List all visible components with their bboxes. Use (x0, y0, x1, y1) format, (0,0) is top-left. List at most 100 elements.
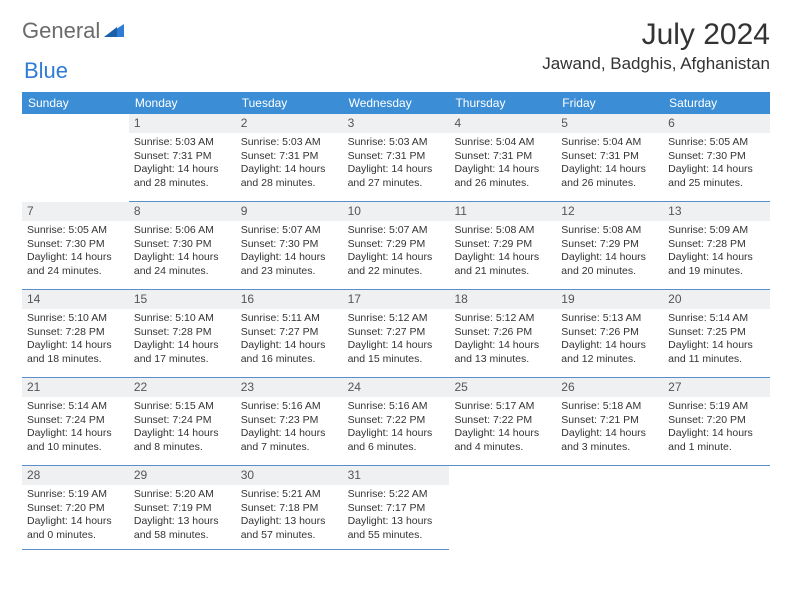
day-number: 8 (129, 202, 236, 221)
sunrise-text: Sunrise: 5:04 AM (561, 136, 658, 149)
sunrise-text: Sunrise: 5:08 AM (561, 224, 658, 237)
daylight-text: Daylight: 14 hours and 12 minutes. (561, 339, 658, 366)
daylight-text: Daylight: 13 hours and 58 minutes. (134, 515, 231, 542)
day-number: 9 (236, 202, 343, 221)
logo-text-general: General (22, 18, 100, 44)
day-number: 18 (449, 290, 556, 309)
day-cell: 30Sunrise: 5:21 AMSunset: 7:18 PMDayligh… (236, 466, 343, 550)
day-cell: 7Sunrise: 5:05 AMSunset: 7:30 PMDaylight… (22, 202, 129, 290)
sunrise-text: Sunrise: 5:03 AM (348, 136, 445, 149)
sunrise-text: Sunrise: 5:12 AM (348, 312, 445, 325)
day-number: 22 (129, 378, 236, 397)
sunrise-text: Sunrise: 5:19 AM (27, 488, 124, 501)
day-cell: 17Sunrise: 5:12 AMSunset: 7:27 PMDayligh… (343, 290, 450, 378)
sunset-text: Sunset: 7:26 PM (561, 326, 658, 339)
day-cell: 10Sunrise: 5:07 AMSunset: 7:29 PMDayligh… (343, 202, 450, 290)
day-cell: 5 Sunrise: 5:04 AMSunset: 7:31 PMDaylight… (556, 114, 663, 202)
day-cell: 18Sunrise: 5:12 AMSunset: 7:26 PMDayligh… (449, 290, 556, 378)
daylight-text: Daylight: 14 hours and 1 minute. (668, 427, 765, 454)
sunrise-text: Sunrise: 5:16 AM (348, 400, 445, 413)
day-number: 19 (556, 290, 663, 309)
sunset-text: Sunset: 7:31 PM (348, 150, 445, 163)
sunrise-text: Sunrise: 5:14 AM (668, 312, 765, 325)
day-cell: 14Sunrise: 5:10 AMSunset: 7:28 PMDayligh… (22, 290, 129, 378)
sunrise-text: Sunrise: 5:03 AM (241, 136, 338, 149)
sunset-text: Sunset: 7:29 PM (561, 238, 658, 251)
day-number: 13 (663, 202, 770, 221)
day-cell: 16Sunrise: 5:11 AMSunset: 7:27 PMDayligh… (236, 290, 343, 378)
day-cell: 23 Sunrise: 5:16 AMSunset: 7:23 PMDayligh… (236, 378, 343, 466)
day-number (22, 114, 129, 133)
day-number: 26 (556, 378, 663, 397)
week-row: 28Sunrise: 5:19 AMSunset: 7:20 PMDayligh… (22, 466, 770, 550)
sunrise-text: Sunrise: 5:07 AM (348, 224, 445, 237)
day-cell: 19Sunrise: 5:13 AMSunset: 7:26 PMDayligh… (556, 290, 663, 378)
week-row: 7Sunrise: 5:05 AMSunset: 7:30 PMDaylight… (22, 202, 770, 290)
day-number: 4 (449, 114, 556, 133)
daylight-text: Daylight: 13 hours and 55 minutes. (348, 515, 445, 542)
sunset-text: Sunset: 7:31 PM (561, 150, 658, 163)
sunrise-text: Sunrise: 5:18 AM (561, 400, 658, 413)
day-number: 23 (236, 378, 343, 397)
day-number (449, 466, 556, 485)
sunrise-text: Sunrise: 5:07 AM (241, 224, 338, 237)
sunrise-text: Sunrise: 5:16 AM (241, 400, 338, 413)
sunset-text: Sunset: 7:27 PM (348, 326, 445, 339)
day-header-tuesday: Tuesday (236, 92, 343, 114)
weeks-container: 1Sunrise: 5:03 AMSunset: 7:31 PMDaylight… (22, 114, 770, 550)
daylight-text: Daylight: 14 hours and 28 minutes. (241, 163, 338, 190)
daylight-text: Daylight: 14 hours and 16 minutes. (241, 339, 338, 366)
day-cell: 28Sunrise: 5:19 AMSunset: 7:20 PMDayligh… (22, 466, 129, 550)
day-cell-empty (556, 466, 663, 550)
day-header-wednesday: Wednesday (343, 92, 450, 114)
sunrise-text: Sunrise: 5:04 AM (454, 136, 551, 149)
day-cell: 4Sunrise: 5:04 AMSunset: 7:31 PMDaylight… (449, 114, 556, 202)
daylight-text: Daylight: 14 hours and 3 minutes. (561, 427, 658, 454)
sunset-text: Sunset: 7:20 PM (27, 502, 124, 515)
day-cell: 3Sunrise: 5:03 AMSunset: 7:31 PMDaylight… (343, 114, 450, 202)
sunset-text: Sunset: 7:30 PM (134, 238, 231, 251)
sunset-text: Sunset: 7:28 PM (668, 238, 765, 251)
week-row: 14Sunrise: 5:10 AMSunset: 7:28 PMDayligh… (22, 290, 770, 378)
sunrise-text: Sunrise: 5:12 AM (454, 312, 551, 325)
day-cell: 27Sunrise: 5:19 AMSunset: 7:20 PMDayligh… (663, 378, 770, 466)
day-cell: 2Sunrise: 5:03 AMSunset: 7:31 PMDaylight… (236, 114, 343, 202)
day-number (556, 466, 663, 485)
logo: General (22, 18, 126, 44)
logo-text-blue: Blue (24, 58, 68, 84)
daylight-text: Daylight: 14 hours and 24 minutes. (27, 251, 124, 278)
daylight-text: Daylight: 14 hours and 25 minutes. (668, 163, 765, 190)
sunrise-text: Sunrise: 5:21 AM (241, 488, 338, 501)
daylight-text: Daylight: 14 hours and 26 minutes. (561, 163, 658, 190)
daylight-text: Daylight: 14 hours and 4 minutes. (454, 427, 551, 454)
daylight-text: Daylight: 14 hours and 28 minutes. (134, 163, 231, 190)
sunrise-text: Sunrise: 5:17 AM (454, 400, 551, 413)
daylight-text: Daylight: 14 hours and 27 minutes. (348, 163, 445, 190)
day-cell: 1Sunrise: 5:03 AMSunset: 7:31 PMDaylight… (129, 114, 236, 202)
sunset-text: Sunset: 7:31 PM (134, 150, 231, 163)
day-cell: 6Sunrise: 5:05 AMSunset: 7:30 PMDaylight… (663, 114, 770, 202)
sunrise-text: Sunrise: 5:15 AM (134, 400, 231, 413)
sunrise-text: Sunrise: 5:10 AM (27, 312, 124, 325)
day-number: 11 (449, 202, 556, 221)
calendar: SundayMondayTuesdayWednesdayThursdayFrid… (22, 92, 770, 550)
sunset-text: Sunset: 7:29 PM (348, 238, 445, 251)
sunset-text: Sunset: 7:21 PM (561, 414, 658, 427)
sunset-text: Sunset: 7:31 PM (241, 150, 338, 163)
day-cell: 12Sunrise: 5:08 AMSunset: 7:29 PMDayligh… (556, 202, 663, 290)
sunset-text: Sunset: 7:30 PM (241, 238, 338, 251)
daylight-text: Daylight: 14 hours and 7 minutes. (241, 427, 338, 454)
day-number: 12 (556, 202, 663, 221)
sunset-text: Sunset: 7:30 PM (27, 238, 124, 251)
daylight-text: Daylight: 14 hours and 17 minutes. (134, 339, 231, 366)
daylight-text: Daylight: 14 hours and 19 minutes. (668, 251, 765, 278)
daylight-text: Daylight: 14 hours and 18 minutes. (27, 339, 124, 366)
day-number: 5 (556, 114, 663, 133)
sunset-text: Sunset: 7:30 PM (668, 150, 765, 163)
daylight-text: Daylight: 14 hours and 11 minutes. (668, 339, 765, 366)
day-number: 1 (129, 114, 236, 133)
sunset-text: Sunset: 7:23 PM (241, 414, 338, 427)
daylight-text: Daylight: 14 hours and 8 minutes. (134, 427, 231, 454)
sunset-text: Sunset: 7:19 PM (134, 502, 231, 515)
day-cell: 25Sunrise: 5:17 AMSunset: 7:22 PMDayligh… (449, 378, 556, 466)
